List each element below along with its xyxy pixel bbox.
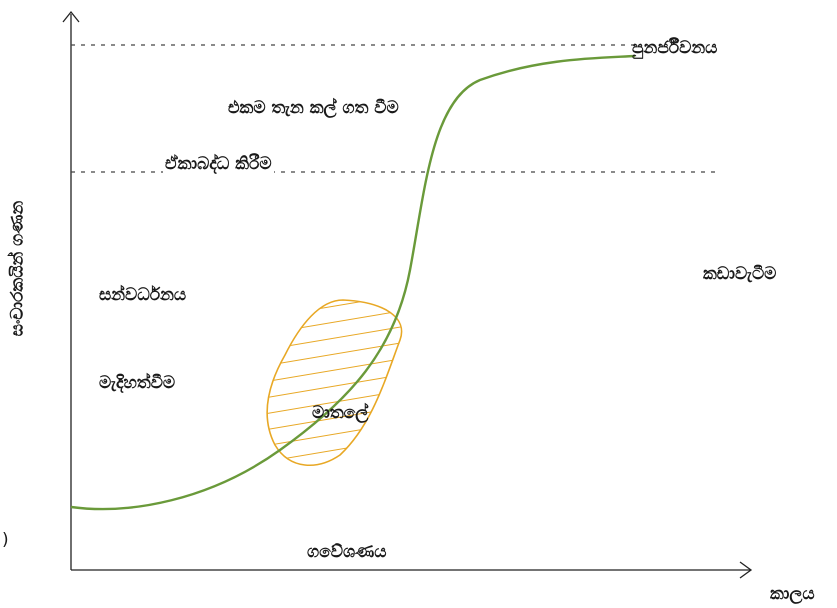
matale-label: මාතලේ: [312, 403, 369, 423]
stage-label-development: සන්වර්ධනය: [99, 285, 187, 305]
stage-label-involvement: මැදිහත්වීම: [99, 373, 176, 393]
stage-label-stagnation: එකම තැන කල් ගත වීම: [228, 98, 399, 118]
y-axis-label: සංචාරකයින් ගණන: [7, 200, 28, 337]
matale-region: [266, 299, 403, 466]
stage-label-consolidation: ඒකාබද්ධ කිරීම: [163, 154, 274, 174]
x-axis-arrow: [739, 561, 753, 579]
x-axis-label: කාලය: [770, 584, 815, 604]
stage-label-exploration: ගවේශණය: [307, 542, 387, 562]
stage-label-rejuvenation: පුනර්ජීවනය: [632, 38, 718, 58]
edge-mark: ): [2, 530, 9, 550]
y-axis-arrow: [62, 10, 80, 23]
lifecycle-curve: [70, 54, 636, 511]
stage-label-decline: කඩාවැටීම: [703, 264, 777, 284]
